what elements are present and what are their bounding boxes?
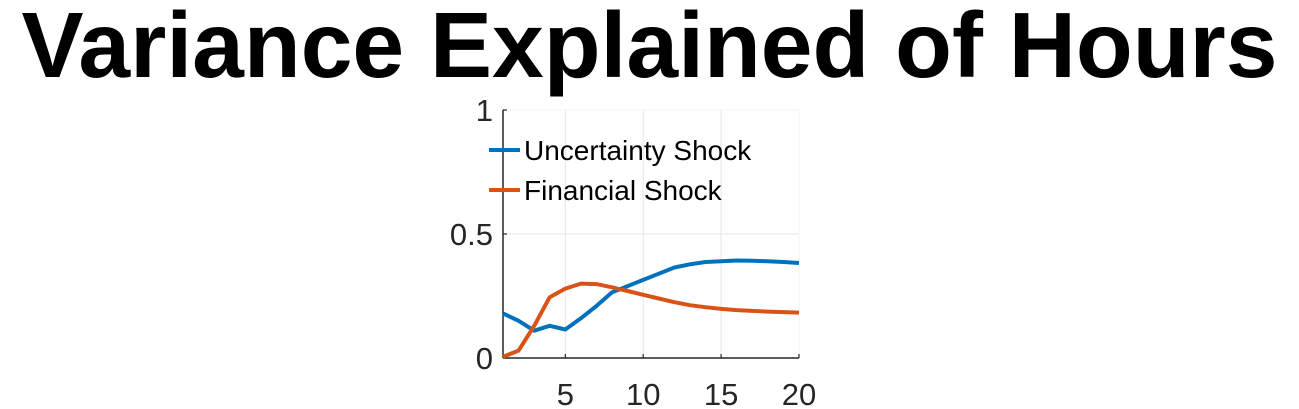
x-tick-label: 20	[782, 377, 816, 409]
x-tick-label: 5	[557, 377, 574, 409]
legend: Uncertainty Shock Financial Shock	[489, 135, 752, 206]
y-tick-label: 0	[476, 341, 493, 376]
chart-title: Variance Explained of Hours	[21, 0, 1278, 97]
series	[502, 258, 800, 359]
x-tick-label: 10	[626, 377, 660, 409]
y-tick-label: 0.5	[450, 217, 493, 252]
series-line-financial-shock	[502, 281, 800, 359]
y-tick-label: 1	[476, 93, 493, 128]
x-tick-label: 15	[704, 377, 738, 409]
legend-label: Uncertainty Shock	[524, 135, 752, 166]
legend-label: Financial Shock	[524, 175, 723, 206]
series-line-uncertainty-shock	[502, 258, 800, 333]
ticks: 5 10 15 20 0 0.5 1	[450, 93, 816, 409]
